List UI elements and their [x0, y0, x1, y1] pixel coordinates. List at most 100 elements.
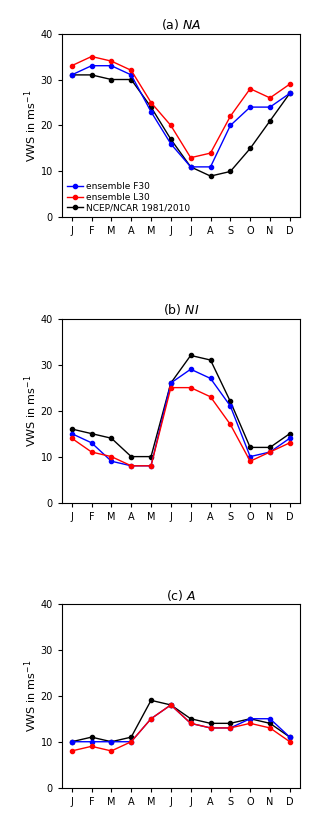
ensemble L30 — [228, 111, 232, 122]
NCEP/NCAR 1981/2010 — [209, 718, 212, 728]
NCEP/NCAR 1981/2010 — [288, 88, 292, 98]
Y-axis label: VWS in ms$^{-1}$: VWS in ms$^{-1}$ — [23, 90, 39, 162]
ensemble F30 — [189, 718, 193, 728]
ensemble F30 — [189, 365, 193, 375]
ensemble L30 — [268, 447, 272, 457]
ensemble L30 — [288, 437, 292, 447]
ensemble L30 — [189, 718, 193, 728]
ensemble L30 — [268, 723, 272, 733]
ensemble F30 — [90, 737, 93, 747]
NCEP/NCAR 1981/2010 — [109, 75, 113, 85]
ensemble L30 — [189, 153, 193, 163]
NCEP/NCAR 1981/2010 — [169, 700, 173, 710]
ensemble F30 — [129, 70, 133, 80]
NCEP/NCAR 1981/2010 — [228, 718, 232, 728]
NCEP/NCAR 1981/2010 — [209, 171, 212, 181]
ensemble F30 — [90, 60, 93, 70]
NCEP/NCAR 1981/2010 — [288, 428, 292, 438]
ensemble F30 — [248, 714, 252, 724]
Line: NCEP/NCAR 1981/2010: NCEP/NCAR 1981/2010 — [70, 354, 292, 458]
NCEP/NCAR 1981/2010 — [90, 732, 93, 742]
NCEP/NCAR 1981/2010 — [248, 714, 252, 724]
ensemble L30 — [70, 433, 74, 443]
ensemble L30 — [228, 419, 232, 429]
Line: NCEP/NCAR 1981/2010: NCEP/NCAR 1981/2010 — [70, 698, 292, 744]
ensemble L30 — [268, 93, 272, 103]
ensemble L30 — [149, 461, 153, 471]
Line: NCEP/NCAR 1981/2010: NCEP/NCAR 1981/2010 — [70, 73, 292, 178]
ensemble F30 — [109, 737, 113, 747]
ensemble L30 — [209, 392, 212, 402]
NCEP/NCAR 1981/2010 — [149, 452, 153, 462]
ensemble F30 — [129, 737, 133, 747]
Line: ensemble F30: ensemble F30 — [70, 64, 292, 169]
ensemble L30 — [248, 456, 252, 466]
NCEP/NCAR 1981/2010 — [248, 143, 252, 153]
NCEP/NCAR 1981/2010 — [248, 442, 252, 453]
ensemble L30 — [149, 97, 153, 107]
ensemble F30 — [248, 102, 252, 112]
NCEP/NCAR 1981/2010 — [70, 424, 74, 434]
ensemble F30 — [129, 461, 133, 471]
Title: (c) $\mathit{A}$: (c) $\mathit{A}$ — [166, 587, 196, 603]
Title: (a) $\mathit{NA}$: (a) $\mathit{NA}$ — [161, 18, 201, 33]
Line: ensemble L30: ensemble L30 — [70, 703, 292, 753]
ensemble F30 — [70, 737, 74, 747]
ensemble L30 — [248, 84, 252, 94]
NCEP/NCAR 1981/2010 — [109, 433, 113, 443]
ensemble F30 — [70, 70, 74, 80]
Line: ensemble L30: ensemble L30 — [70, 385, 292, 468]
ensemble L30 — [228, 723, 232, 733]
NCEP/NCAR 1981/2010 — [169, 134, 173, 144]
ensemble L30 — [129, 461, 133, 471]
ensemble F30 — [209, 162, 212, 172]
NCEP/NCAR 1981/2010 — [70, 70, 74, 80]
Line: ensemble L30: ensemble L30 — [70, 54, 292, 160]
ensemble L30 — [209, 723, 212, 733]
ensemble F30 — [268, 447, 272, 457]
ensemble F30 — [90, 437, 93, 447]
ensemble L30 — [90, 51, 93, 61]
Line: ensemble F30: ensemble F30 — [70, 703, 292, 744]
ensemble L30 — [90, 742, 93, 752]
NCEP/NCAR 1981/2010 — [209, 355, 212, 365]
NCEP/NCAR 1981/2010 — [169, 378, 173, 388]
NCEP/NCAR 1981/2010 — [268, 116, 272, 126]
ensemble F30 — [149, 714, 153, 724]
ensemble L30 — [109, 452, 113, 462]
ensemble F30 — [268, 102, 272, 112]
ensemble L30 — [70, 746, 74, 756]
ensemble F30 — [149, 461, 153, 471]
NCEP/NCAR 1981/2010 — [149, 696, 153, 706]
ensemble L30 — [189, 383, 193, 393]
ensemble L30 — [288, 79, 292, 89]
ensemble F30 — [288, 732, 292, 742]
NCEP/NCAR 1981/2010 — [189, 350, 193, 360]
ensemble L30 — [248, 718, 252, 728]
ensemble L30 — [149, 714, 153, 724]
NCEP/NCAR 1981/2010 — [228, 167, 232, 177]
ensemble F30 — [169, 700, 173, 710]
NCEP/NCAR 1981/2010 — [129, 452, 133, 462]
Title: (b) $\mathit{NI}$: (b) $\mathit{NI}$ — [163, 303, 199, 318]
NCEP/NCAR 1981/2010 — [189, 714, 193, 724]
NCEP/NCAR 1981/2010 — [149, 102, 153, 112]
ensemble F30 — [169, 378, 173, 388]
NCEP/NCAR 1981/2010 — [90, 70, 93, 80]
NCEP/NCAR 1981/2010 — [129, 75, 133, 85]
NCEP/NCAR 1981/2010 — [288, 732, 292, 742]
ensemble F30 — [169, 139, 173, 149]
NCEP/NCAR 1981/2010 — [90, 428, 93, 438]
ensemble F30 — [209, 723, 212, 733]
ensemble F30 — [228, 723, 232, 733]
ensemble L30 — [169, 700, 173, 710]
ensemble F30 — [109, 60, 113, 70]
NCEP/NCAR 1981/2010 — [268, 442, 272, 453]
NCEP/NCAR 1981/2010 — [268, 718, 272, 728]
ensemble L30 — [90, 447, 93, 457]
ensemble F30 — [109, 456, 113, 466]
Legend: ensemble F30, ensemble L30, NCEP/NCAR 1981/2010: ensemble F30, ensemble L30, NCEP/NCAR 19… — [66, 182, 191, 213]
ensemble F30 — [70, 428, 74, 438]
NCEP/NCAR 1981/2010 — [228, 396, 232, 406]
NCEP/NCAR 1981/2010 — [70, 737, 74, 747]
